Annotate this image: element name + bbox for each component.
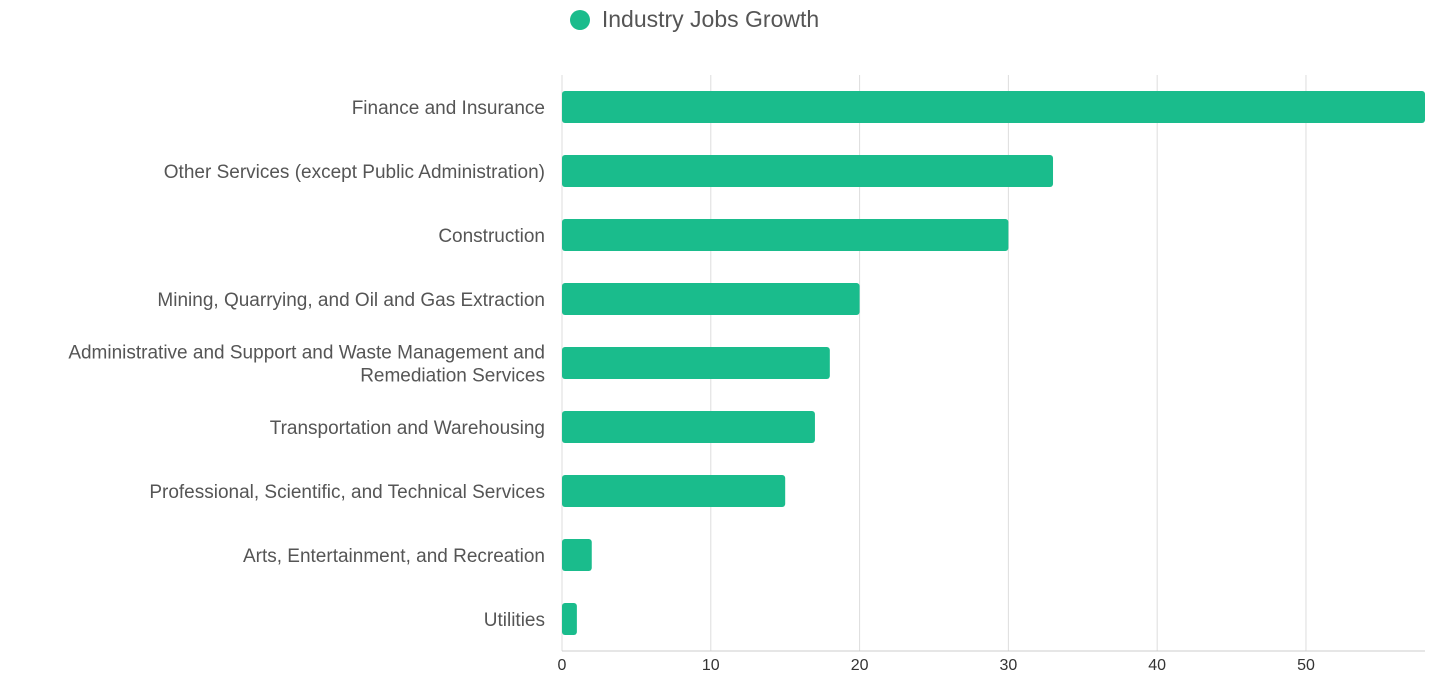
category-label: Arts, Entertainment, and Recreation	[243, 546, 545, 567]
legend-item[interactable]: Industry Jobs Growth	[569, 6, 820, 33]
category-label: Transportation and Warehousing	[270, 418, 545, 439]
x-tick-label: 20	[851, 657, 869, 674]
bar[interactable]	[562, 539, 592, 571]
bar[interactable]	[562, 603, 577, 635]
bar[interactable]	[562, 347, 830, 379]
bar[interactable]	[562, 91, 1425, 123]
category-label: Construction	[438, 226, 545, 247]
bar[interactable]	[562, 155, 1054, 187]
category-label: Professional, Scientific, and Technical …	[149, 482, 545, 503]
category-label: Mining, Quarrying, and Oil and Gas Extra…	[157, 290, 545, 311]
legend: Industry Jobs Growth	[0, 6, 1439, 33]
bar[interactable]	[562, 411, 815, 443]
category-label: Administrative and Support and Waste Man…	[68, 343, 545, 387]
x-tick-label: 40	[1148, 657, 1166, 674]
legend-label: Industry Jobs Growth	[601, 6, 820, 32]
x-tick-label: 10	[702, 657, 720, 674]
category-label: Finance and Insurance	[352, 98, 545, 119]
x-tick-label: 0	[558, 657, 567, 674]
bar[interactable]	[562, 283, 860, 315]
x-tick-label: 30	[999, 657, 1017, 674]
legend-swatch	[569, 9, 590, 30]
x-tick-label: 50	[1297, 657, 1315, 674]
category-label: Other Services (except Public Administra…	[164, 162, 545, 183]
category-label: Utilities	[484, 610, 545, 631]
bar[interactable]	[562, 219, 1009, 251]
bar[interactable]	[562, 475, 786, 507]
